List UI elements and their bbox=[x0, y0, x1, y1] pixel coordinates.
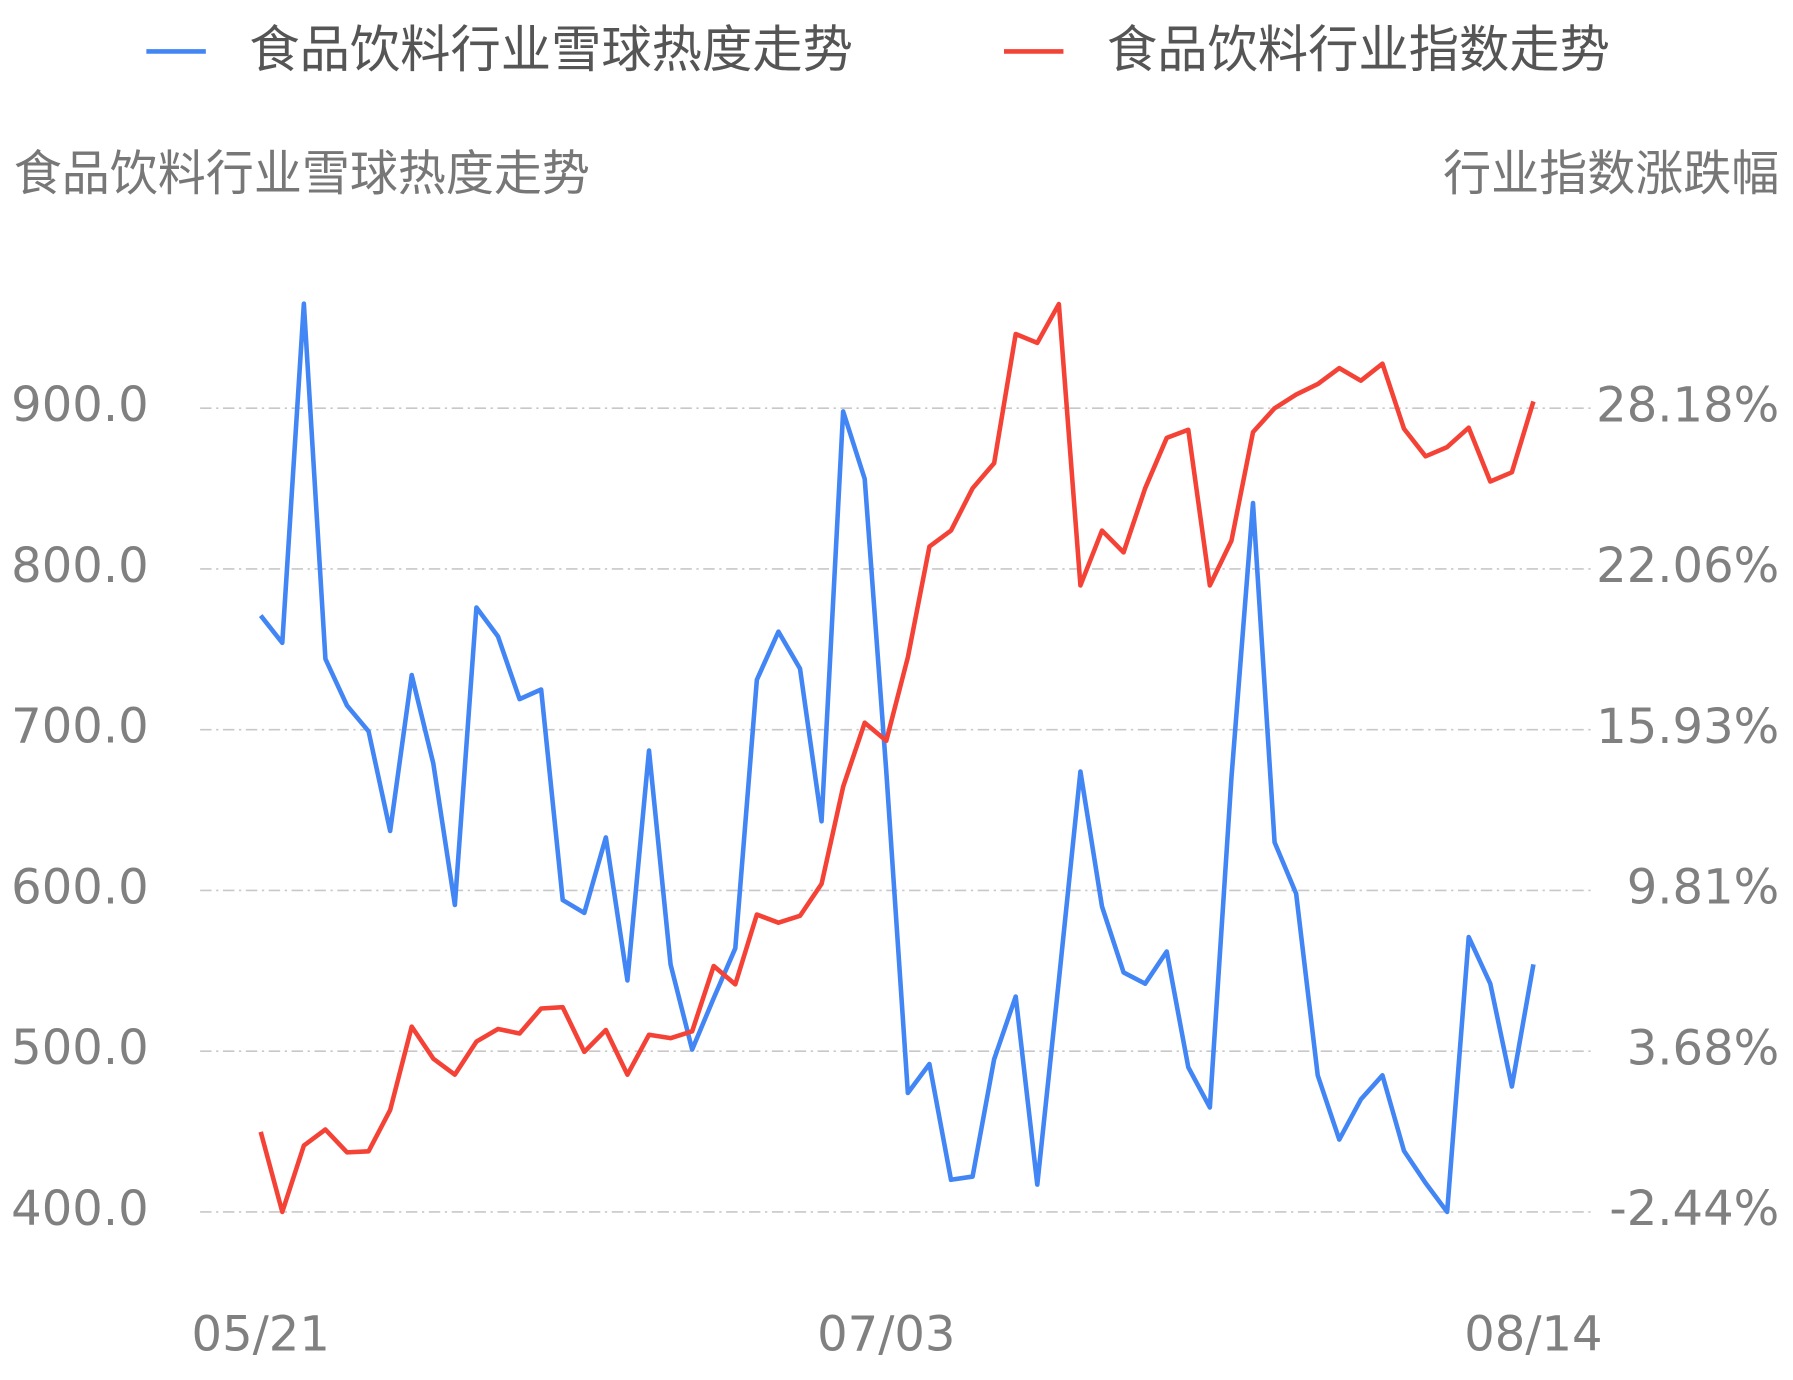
y-tick-label: 600.0 bbox=[11, 859, 148, 915]
y2-axis-title: 行业指数涨跌幅 bbox=[1443, 146, 1779, 202]
y2-tick-label: 9.81% bbox=[1627, 859, 1780, 915]
y-tick-label: 700.0 bbox=[11, 699, 148, 755]
series-line bbox=[258, 301, 1536, 1215]
x-tick-label: 05/21 bbox=[192, 1307, 330, 1363]
y-tick-label: 500.0 bbox=[11, 1020, 148, 1076]
y-tick-label: 400.0 bbox=[11, 1181, 148, 1237]
y-axis-title: 食品饮料行业雪球热度走势 bbox=[14, 146, 590, 202]
legend-label: 食品饮料行业雪球热度走势 bbox=[249, 20, 853, 79]
y2-tick-label: 3.68% bbox=[1627, 1020, 1780, 1076]
y2-tick-label: 15.93% bbox=[1596, 699, 1779, 755]
y2-tick-label: 28.18% bbox=[1596, 377, 1779, 433]
y2-tick-label: 22.06% bbox=[1596, 538, 1779, 594]
x-tick-label: 08/14 bbox=[1464, 1307, 1602, 1363]
y2-tick-label: -2.44% bbox=[1609, 1181, 1779, 1237]
x-tick-label: 07/03 bbox=[817, 1307, 955, 1363]
series-line bbox=[258, 301, 1536, 1215]
legend-label: 食品饮料行业指数走势 bbox=[1107, 20, 1610, 79]
y-tick-label: 900.0 bbox=[11, 377, 148, 433]
y-tick-label: 800.0 bbox=[11, 538, 148, 594]
